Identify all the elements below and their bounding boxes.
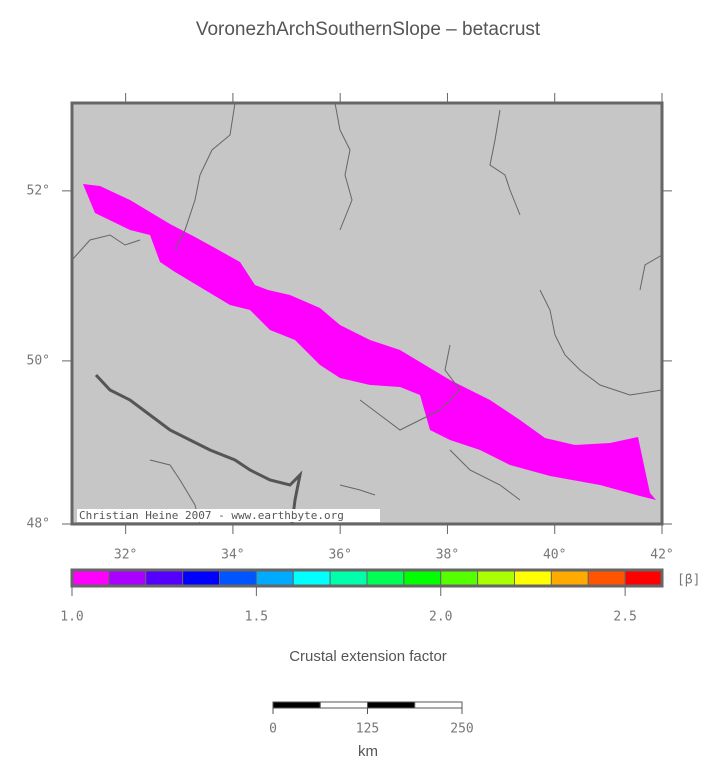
x-tick-label: 32° bbox=[114, 548, 137, 563]
colorbar-unit: [β] bbox=[677, 573, 700, 588]
colorbar-segment bbox=[514, 569, 552, 587]
scalebar-tick-label: 250 bbox=[450, 722, 473, 737]
scalebar-segment bbox=[367, 701, 416, 709]
scalebar-unit: km bbox=[358, 743, 378, 760]
x-tick-label: 38° bbox=[436, 548, 459, 563]
scalebar-tick-label: 0 bbox=[269, 722, 277, 737]
scalebar-segment bbox=[414, 701, 463, 709]
map-title: VoronezhArchSouthernSlope – betacrust bbox=[196, 19, 541, 40]
colorbar-segment bbox=[587, 569, 626, 587]
x-tick-label: 34° bbox=[221, 548, 244, 563]
major-river bbox=[94, 373, 303, 525]
colorbar-segment bbox=[145, 569, 184, 587]
colorbar-segment bbox=[366, 569, 405, 587]
map-frame bbox=[70, 101, 664, 526]
region bbox=[83, 184, 656, 500]
rivers bbox=[71, 102, 663, 525]
x-tick-label: 40° bbox=[543, 548, 566, 563]
colorbar-segment bbox=[329, 569, 368, 587]
colorbar-tick-label: 1.5 bbox=[245, 610, 268, 625]
colorbar-segment bbox=[219, 569, 257, 587]
scalebar-segment bbox=[272, 701, 321, 709]
colorbar-segment bbox=[292, 569, 331, 587]
colorbar-segment bbox=[440, 569, 479, 587]
x-tick-label: 42° bbox=[650, 548, 673, 563]
y-tick-label: 50° bbox=[27, 353, 50, 368]
y-tick-label: 52° bbox=[27, 183, 50, 198]
colorbar-frame bbox=[70, 568, 664, 588]
colorbar-tick-label: 1.0 bbox=[60, 610, 83, 625]
colorbar-segment bbox=[550, 569, 589, 587]
scalebar-segment bbox=[319, 701, 368, 709]
colorbar-label: Crustal extension factor bbox=[289, 648, 447, 665]
colorbar-segment bbox=[403, 569, 442, 587]
credit-box bbox=[77, 509, 380, 522]
colorbar-segment bbox=[624, 569, 663, 587]
colorbar-tick-label: 2.5 bbox=[613, 610, 636, 625]
colorbar-segment bbox=[71, 569, 110, 587]
colorbar-tick-label: 2.0 bbox=[429, 610, 452, 625]
scalebar-tick-label: 125 bbox=[356, 722, 379, 737]
colorbar-segment bbox=[108, 569, 147, 587]
colorbar-segment bbox=[477, 569, 515, 587]
y-tick-label: 48° bbox=[27, 517, 50, 532]
colorbar-segment bbox=[182, 569, 220, 587]
credit: Christian Heine 2007 - www.earthbyte.org bbox=[79, 509, 344, 522]
colorbar-segment bbox=[255, 569, 294, 587]
x-tick-label: 36° bbox=[328, 548, 351, 563]
